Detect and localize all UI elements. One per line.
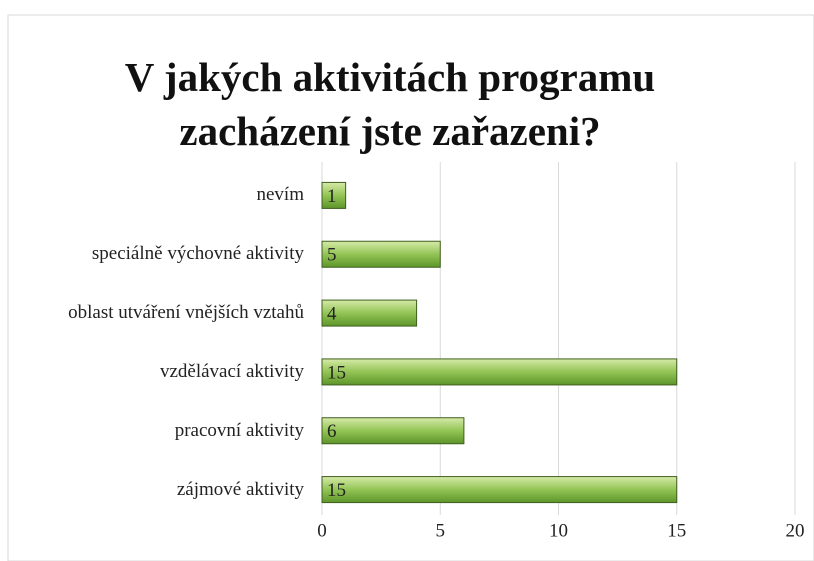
bar bbox=[321, 417, 465, 445]
y-tick-label: pracovní aktivity bbox=[174, 419, 304, 441]
data-label: 5 bbox=[327, 245, 337, 266]
x-tick-label: 5 bbox=[436, 520, 446, 541]
data-label: 1 bbox=[327, 186, 337, 207]
bar bbox=[321, 299, 418, 327]
chart-border bbox=[7, 14, 814, 561]
y-tick-label: zájmové aktivity bbox=[176, 478, 304, 500]
y-tick-label: speciálně výchovné aktivity bbox=[91, 243, 304, 265]
data-label: 4 bbox=[327, 303, 337, 324]
bar bbox=[321, 476, 678, 504]
data-label: 15 bbox=[327, 362, 346, 383]
x-tick-label: 10 bbox=[549, 520, 568, 541]
bar bbox=[321, 240, 441, 268]
x-tick-label: 20 bbox=[786, 520, 805, 541]
data-label: 6 bbox=[327, 421, 337, 442]
x-tick-label: 15 bbox=[667, 520, 686, 541]
y-tick-label: oblast utváření vnějších vztahů bbox=[68, 302, 304, 324]
chart-title: V jakých aktivitách programu zacházení j… bbox=[124, 54, 656, 154]
x-tick-label: 0 bbox=[317, 520, 327, 541]
data-label: 15 bbox=[327, 480, 346, 501]
y-tick-label: nevím bbox=[256, 184, 305, 206]
bar bbox=[321, 181, 347, 209]
y-tick-label: vzdělávací aktivity bbox=[159, 360, 304, 382]
bar bbox=[321, 358, 678, 386]
